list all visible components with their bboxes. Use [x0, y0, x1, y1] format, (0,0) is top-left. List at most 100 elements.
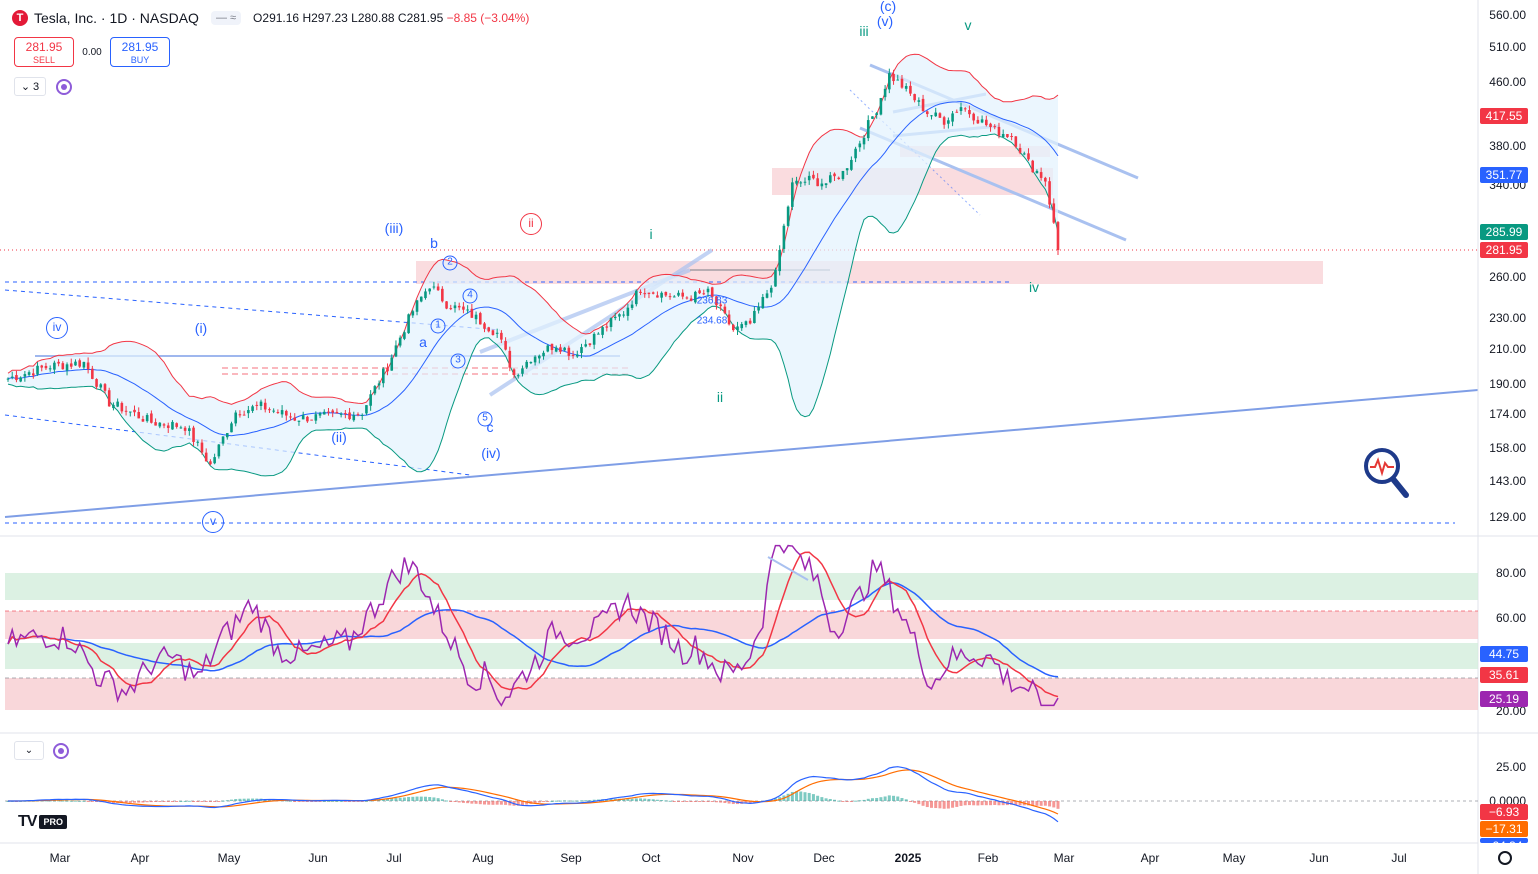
- wave-label: a: [419, 334, 427, 350]
- macd-hist-bar: [862, 799, 866, 801]
- refresh-icon[interactable]: [56, 79, 72, 95]
- candle-body: [419, 296, 423, 302]
- candle-body: [453, 305, 457, 309]
- candle-body: [310, 419, 313, 421]
- y-tick-label: 190.00: [1489, 377, 1526, 391]
- candle-body: [622, 314, 625, 316]
- candle-body: [339, 413, 343, 415]
- macd-hist-bar: [411, 796, 415, 801]
- macd-hist-bar: [866, 798, 870, 801]
- macd-hist-bar: [145, 801, 149, 803]
- macd-hist-bar: [1043, 801, 1047, 806]
- candle-body: [213, 457, 216, 464]
- macd-hist-bar: [301, 801, 305, 802]
- macd-hist-bar: [525, 801, 529, 805]
- candle-body: [538, 355, 541, 359]
- macd-hist-bar: [1001, 801, 1005, 806]
- candle-body: [483, 323, 486, 329]
- candle-body: [57, 361, 60, 364]
- candle-body: [1018, 147, 1022, 153]
- candle-body: [32, 373, 35, 376]
- candle-body: [710, 287, 714, 297]
- candle-body: [630, 304, 634, 308]
- macd-hist-bar: [639, 798, 643, 801]
- candle-body: [605, 326, 609, 328]
- candle-body: [921, 98, 925, 112]
- macd-hist-bar: [289, 800, 293, 802]
- macd-hist-bar: [811, 794, 815, 801]
- macd-hist-bar: [234, 799, 238, 801]
- macd-hist-bar: [284, 800, 288, 802]
- refresh-icon[interactable]: [53, 743, 69, 759]
- candle-body: [947, 120, 950, 124]
- rsi-badge: 35.61: [1480, 667, 1528, 683]
- candle-body: [441, 288, 444, 302]
- magnifier-icon: [1364, 448, 1409, 498]
- x-axis-label: Jun: [1309, 851, 1329, 865]
- candle-body: [293, 417, 297, 421]
- x-axis-label: Jun: [308, 851, 328, 865]
- candle-body: [727, 314, 731, 325]
- candle-body: [904, 86, 908, 89]
- macd-hist-bar: [605, 799, 609, 801]
- macd-hist-bar: [984, 801, 988, 806]
- candle-body: [141, 419, 145, 422]
- candle-body: [866, 120, 870, 139]
- candle-body: [209, 461, 212, 465]
- gear-icon[interactable]: [1498, 851, 1512, 865]
- candle-body: [15, 375, 18, 381]
- macd-pane-toggle[interactable]: ⌄: [14, 741, 44, 760]
- candle-body: [171, 421, 174, 430]
- macd-hist-bar: [668, 800, 672, 802]
- pro-badge: PRO: [39, 815, 67, 829]
- macd-hist-bar: [989, 801, 993, 806]
- macd-hist-bar: [196, 801, 200, 802]
- macd-hist-bar: [415, 796, 419, 801]
- macd-hist-bar: [183, 800, 187, 802]
- tradingview-logo[interactable]: TV PRO: [18, 813, 86, 831]
- close-label: C: [397, 11, 407, 25]
- macd-hist-bar: [870, 798, 874, 801]
- candle-body: [61, 363, 65, 370]
- macd-hist-bar: [166, 801, 170, 802]
- candle-body: [689, 298, 693, 301]
- macd-hist-bar: [938, 801, 942, 809]
- macd-hist-bar: [1026, 801, 1030, 806]
- indicators-toggle[interactable]: ⌄ 3: [14, 77, 46, 96]
- macd-hist-bar: [773, 798, 777, 801]
- candle-body: [1014, 136, 1018, 147]
- x-axis-label: Apr: [1140, 851, 1160, 865]
- candle-body: [613, 316, 617, 319]
- candle-body: [1010, 136, 1013, 138]
- candle-body: [36, 365, 39, 375]
- candle-body: [188, 428, 191, 431]
- macd-badge: −24.34: [1480, 838, 1528, 843]
- candle-body: [289, 416, 292, 418]
- macd-hist-bar: [672, 801, 676, 802]
- macd-hist-bar: [795, 791, 799, 801]
- candle-body: [1001, 133, 1005, 137]
- macd-hist-bar: [520, 801, 524, 806]
- candle-body: [128, 411, 132, 413]
- buy-button[interactable]: 281.95 BUY: [110, 37, 170, 67]
- macd-hist-bar: [470, 801, 474, 804]
- symbol-title[interactable]: Tesla, Inc. · 1D · NASDAQ: [34, 10, 199, 26]
- fib-label: 234.68: [696, 315, 728, 327]
- candle-body: [175, 423, 178, 427]
- high-label: H: [302, 11, 312, 25]
- candle-body: [782, 225, 786, 249]
- macd-hist-bar: [875, 797, 879, 801]
- sell-button[interactable]: 281.95 SELL: [14, 37, 74, 67]
- macd-hist-bar: [221, 800, 225, 802]
- indicator-chip[interactable]: — ≈: [210, 11, 242, 25]
- macd-hist-bar: [592, 799, 596, 801]
- candle-body: [757, 306, 760, 311]
- x-axis-label: Jul: [386, 851, 402, 865]
- y-tick-label: 260.00: [1489, 270, 1526, 284]
- macd-hist-bar: [229, 799, 233, 801]
- candle-body: [677, 292, 680, 296]
- candle-body: [238, 414, 242, 416]
- macd-hist-bar: [643, 798, 647, 801]
- x-axis-label: Jul: [1391, 851, 1407, 865]
